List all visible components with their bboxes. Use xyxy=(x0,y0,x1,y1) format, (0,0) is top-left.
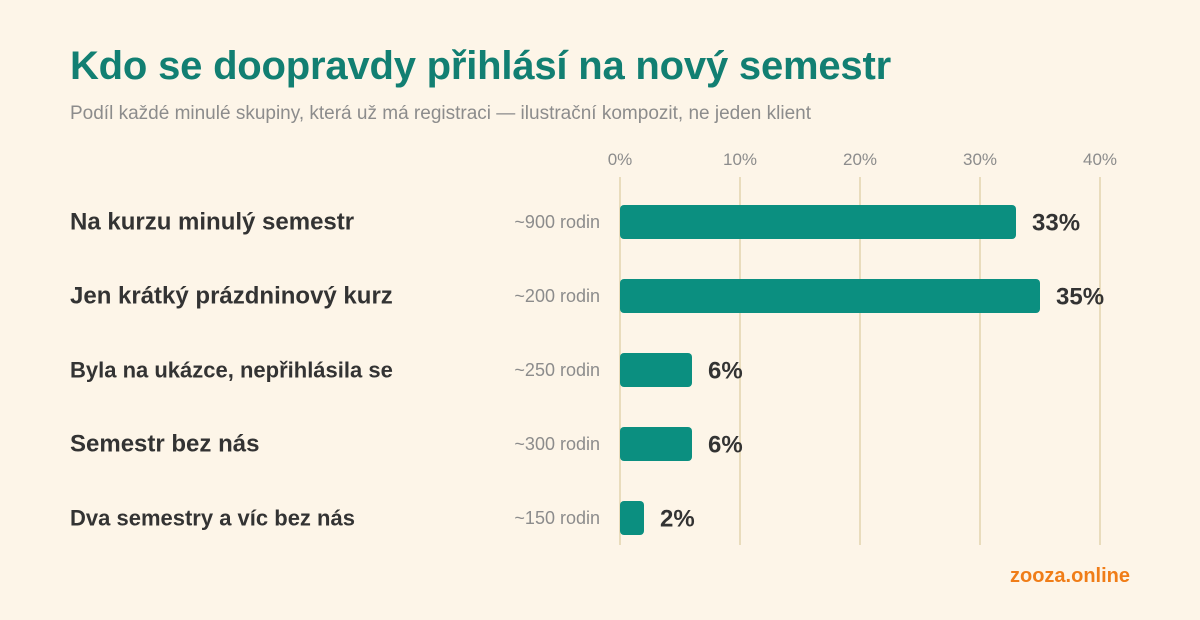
family-count-label: ~250 rodin xyxy=(514,360,600,380)
x-tick-label: 30% xyxy=(963,150,997,169)
category-label: Semestr bez nás xyxy=(70,431,259,458)
category-label: Na kurzu minulý semestr xyxy=(70,209,354,236)
bar xyxy=(620,501,644,535)
value-label: 2% xyxy=(660,506,695,533)
x-tick-label: 20% xyxy=(843,150,877,169)
chart-subtitle: Podíl každé minulé skupiny, která už má … xyxy=(70,103,811,124)
family-count-label: ~200 rodin xyxy=(514,286,600,306)
family-count-label: ~150 rodin xyxy=(514,508,600,528)
bar xyxy=(620,279,1040,313)
bar xyxy=(620,353,692,387)
value-label: 6% xyxy=(708,432,743,459)
x-tick-label: 0% xyxy=(608,150,633,169)
bar xyxy=(620,205,1016,239)
family-count-label: ~900 rodin xyxy=(514,212,600,232)
value-label: 33% xyxy=(1032,210,1080,237)
x-tick-label: 10% xyxy=(723,150,757,169)
bar xyxy=(620,427,692,461)
value-label: 35% xyxy=(1056,284,1104,311)
brand-logo-text: zooza.online xyxy=(1010,565,1130,587)
chart-title: Kdo se doopravdy přihlásí na nový semest… xyxy=(70,44,891,88)
category-label: Byla na ukázce, nepřihlásila se xyxy=(70,358,393,383)
family-count-label: ~300 rodin xyxy=(514,434,600,454)
x-tick-label: 40% xyxy=(1083,150,1117,169)
category-label: Jen krátký prázdninový kurz xyxy=(70,283,393,310)
value-label: 6% xyxy=(708,358,743,385)
category-label: Dva semestry a víc bez nás xyxy=(70,506,355,531)
